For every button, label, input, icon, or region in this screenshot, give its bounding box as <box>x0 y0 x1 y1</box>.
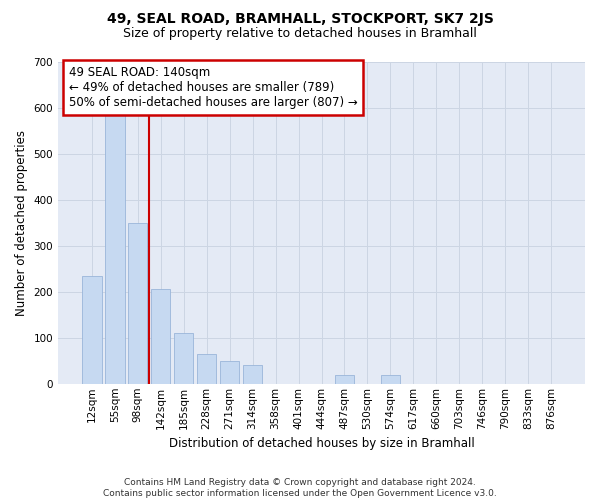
Bar <box>174 333 193 384</box>
Bar <box>243 366 262 384</box>
Text: 49, SEAL ROAD, BRAMHALL, STOCKPORT, SK7 2JS: 49, SEAL ROAD, BRAMHALL, STOCKPORT, SK7 … <box>107 12 493 26</box>
Bar <box>82 276 101 384</box>
Bar <box>220 360 239 384</box>
Bar <box>128 222 148 384</box>
Bar <box>380 374 400 384</box>
Y-axis label: Number of detached properties: Number of detached properties <box>15 130 28 316</box>
Bar <box>105 114 125 384</box>
X-axis label: Distribution of detached houses by size in Bramhall: Distribution of detached houses by size … <box>169 437 475 450</box>
Text: 49 SEAL ROAD: 140sqm
← 49% of detached houses are smaller (789)
50% of semi-deta: 49 SEAL ROAD: 140sqm ← 49% of detached h… <box>68 66 358 110</box>
Bar <box>335 374 354 384</box>
Bar <box>151 290 170 384</box>
Text: Contains HM Land Registry data © Crown copyright and database right 2024.
Contai: Contains HM Land Registry data © Crown c… <box>103 478 497 498</box>
Text: Size of property relative to detached houses in Bramhall: Size of property relative to detached ho… <box>123 28 477 40</box>
Bar <box>197 354 217 384</box>
